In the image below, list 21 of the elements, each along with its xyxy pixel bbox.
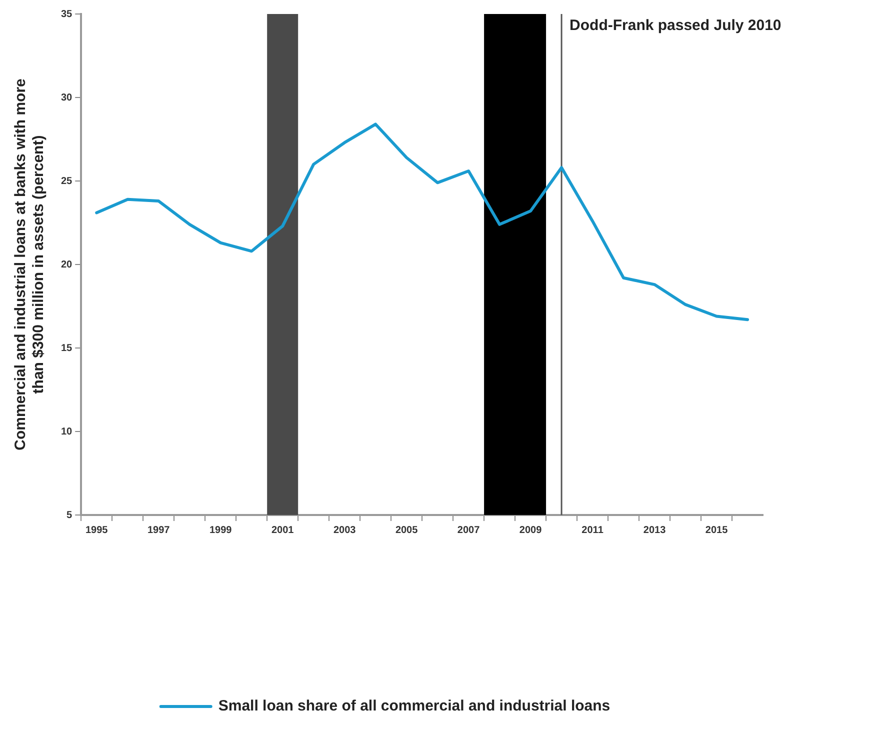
y-axis-title: Commercial and industrial loans at banks with more than $300 million in assets (percent) xyxy=(12,78,48,450)
x-tick-label: 1997 xyxy=(147,524,170,536)
x-tick-label: 1999 xyxy=(209,524,232,536)
y-tick-label: 25 xyxy=(61,176,73,187)
x-tick-label: 2007 xyxy=(457,524,480,536)
y-tick-label: 20 xyxy=(61,259,73,270)
legend-label: Small loan share of all commercial and industrial loans xyxy=(218,698,610,715)
x-tick-label: 1995 xyxy=(85,524,108,536)
x-tick-label: 2015 xyxy=(705,524,728,536)
x-tick-label: 2011 xyxy=(582,524,604,536)
y-tick-label: 35 xyxy=(61,8,73,20)
x-tick-label: 2003 xyxy=(333,524,356,536)
x-tick-label: 2013 xyxy=(643,524,666,536)
y-tick-label: 30 xyxy=(61,92,73,104)
x-tick-label: 2005 xyxy=(395,524,418,536)
x-tick-label: 2001 xyxy=(271,524,294,536)
x-tick-label: 2009 xyxy=(519,524,542,536)
y-tick-label: 5 xyxy=(66,510,73,521)
ref-line-label: Dodd-Frank passed July 2010 xyxy=(570,17,782,34)
y-tick-label: 10 xyxy=(61,426,73,438)
y-tick-label: 15 xyxy=(61,342,73,354)
